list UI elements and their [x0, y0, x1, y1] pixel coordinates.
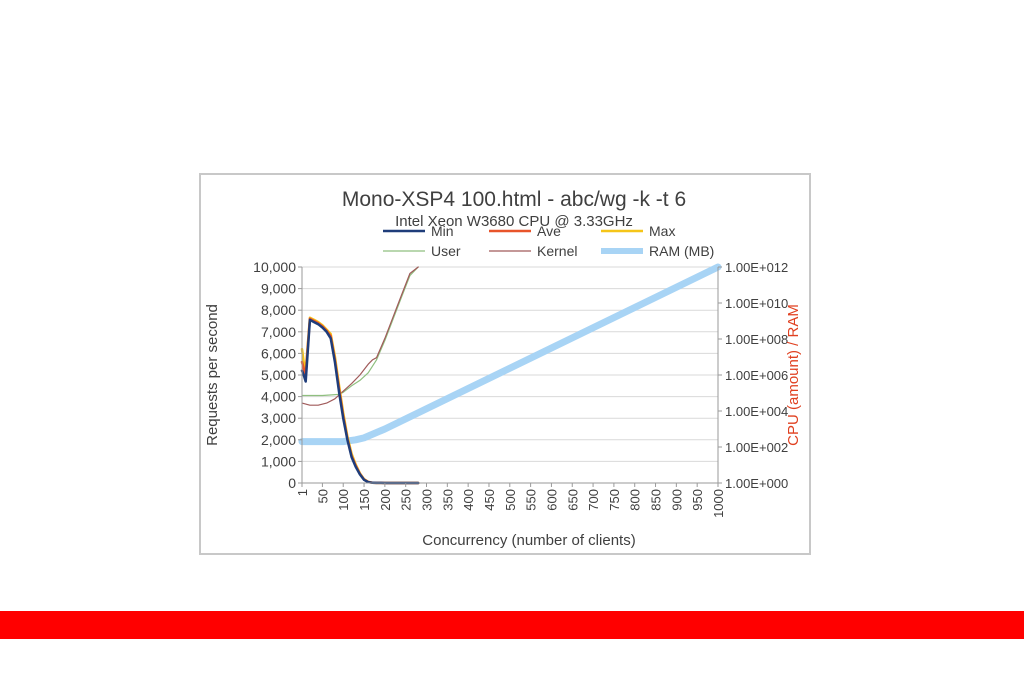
x-tick-label: 950 [690, 489, 705, 511]
grid [302, 266, 718, 462]
series-line-ave [300, 317, 420, 485]
y-tick-label: 6,000 [261, 345, 296, 361]
y-tick-label: 3,000 [261, 410, 296, 426]
x-tick-label: 200 [378, 489, 393, 511]
x-tick-label: 750 [607, 489, 622, 511]
y-tick-label: 2,000 [261, 432, 296, 448]
y2-tick-label: 1.00E+002 [725, 440, 788, 455]
bottom-accent-bar [0, 611, 1024, 639]
x-tick-label: 1000 [711, 489, 726, 518]
y-tick-label: 0 [288, 475, 296, 491]
y-tick-label: 5,000 [261, 367, 296, 383]
x-tick-label: 150 [357, 489, 372, 511]
x-ticks: 1 50 100 150 200 250 300 350 400 450 500 550 600 650 7… [295, 483, 726, 518]
y-tick-label: 7,000 [261, 324, 296, 340]
x-tick-label: 850 [649, 489, 664, 511]
series-line-max [300, 316, 420, 485]
y-tick-label: 10,000 [253, 259, 296, 275]
x-tick-label: 650 [565, 489, 580, 511]
legend-label: Max [649, 223, 675, 239]
y2-tick-label: 1.00E+012 [725, 260, 788, 275]
series-line-min [300, 318, 420, 485]
x-tick-label: 400 [461, 489, 476, 511]
x-tick-label: 100 [336, 489, 351, 511]
x-tick-label: 50 [315, 489, 330, 503]
x-axis-label: Concurrency (number of clients) [422, 532, 635, 549]
y2-ticks: 1.00E+012 1.00E+010 1.00E+008 1.00E+006 1.00… [718, 260, 788, 491]
legend-label: User [431, 243, 461, 259]
chart-title: Mono-XSP4 100.html - abc/wg -k -t 6 [342, 188, 686, 211]
chart: Mono-XSP4 100.html - abc/wg -k -t 6 Inte… [204, 188, 802, 549]
y-tick-label: 4,000 [261, 389, 296, 405]
x-tick-label: 550 [524, 489, 539, 511]
chart-subtitle: Intel Xeon W3680 CPU @ 3.33GHz [395, 213, 633, 230]
y2-tick-label: 1.00E+010 [725, 296, 788, 311]
y2-tick-label: 1.00E+004 [725, 404, 788, 419]
y-ticks: 10,000 9,000 8,000 7,000 6,000 5,000 4,000 3,00… [253, 259, 302, 491]
x-tick-label: 700 [586, 489, 601, 511]
x-tick-label: 1 [295, 489, 310, 496]
y2-tick-label: 1.00E+000 [725, 476, 788, 491]
x-tick-label: 800 [628, 489, 643, 511]
legend-label: Ave [537, 223, 561, 239]
x-tick-label: 500 [503, 489, 518, 511]
x-tick-label: 600 [544, 489, 559, 511]
y2-tick-label: 1.00E+008 [725, 332, 788, 347]
chart-frame: Mono-XSP4 100.html - abc/wg -k -t 6 Inte… [199, 173, 811, 555]
x-tick-label: 350 [440, 489, 455, 511]
x-tick-label: 450 [482, 489, 497, 511]
series-line-kernel [301, 266, 419, 406]
x-tick-label: 300 [420, 489, 435, 511]
y-tick-label: 1,000 [261, 453, 296, 469]
y-axis-label: Requests per second [204, 304, 221, 446]
x-tick-label: 250 [399, 489, 414, 511]
legend-label: Min [431, 223, 454, 239]
series-line-user [301, 266, 419, 397]
series-line-ram-mb [298, 263, 722, 446]
x-tick-label: 900 [669, 489, 684, 511]
y2-axis-label: CPU (amount) / RAM [785, 304, 802, 446]
legend-label: RAM (MB) [649, 243, 714, 259]
legend: Min Ave Max User Kernel RAM (MB) [383, 223, 714, 259]
legend-label: Kernel [537, 243, 577, 259]
y-tick-label: 8,000 [261, 302, 296, 318]
y2-tick-label: 1.00E+006 [725, 368, 788, 383]
y-tick-label: 9,000 [261, 281, 296, 297]
